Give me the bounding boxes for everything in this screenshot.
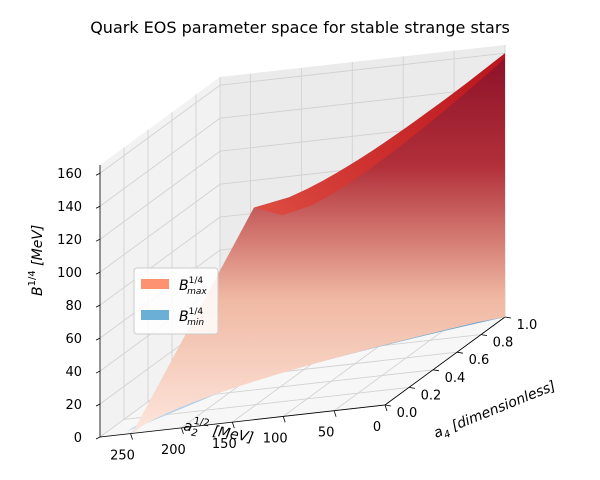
z-tick-mark xyxy=(95,271,101,275)
x-tick-mark xyxy=(181,427,184,434)
z-tick-mark xyxy=(95,304,101,308)
surfaces xyxy=(126,53,506,432)
y-tick-mark xyxy=(432,369,440,372)
x-tick-mark xyxy=(333,410,337,417)
y-tick-label: 0.0 xyxy=(397,406,418,421)
y-tick-mark xyxy=(480,334,488,336)
z-tick-label: 60 xyxy=(65,332,82,347)
y-axis-label: a4 [dimensionless] xyxy=(432,378,560,444)
x-axis-label: a21/2 [MeV] xyxy=(182,414,256,449)
y-tick-mark xyxy=(456,351,464,354)
y-tick-label: 0.6 xyxy=(469,353,490,368)
chart-title: Quark EOS parameter space for stable str… xyxy=(90,18,510,37)
z-tick-mark xyxy=(95,370,101,374)
legend-swatch xyxy=(141,279,169,289)
legend-swatch xyxy=(141,310,169,320)
x-tick-label: 150 xyxy=(212,437,237,452)
y-tick-mark xyxy=(504,316,512,319)
x-tick-label: 50 xyxy=(318,426,335,441)
legend-box xyxy=(133,267,219,335)
floor-pane xyxy=(100,317,505,437)
tick-labels: 250 200 150 100 50 0 0.00.20.40.60.81.0 0 20 40 60… xyxy=(57,167,537,463)
x-tick-mark xyxy=(130,433,133,440)
legend-label: B1/4 min xyxy=(179,307,204,328)
x-axis-line xyxy=(99,404,386,438)
x-tick-mark xyxy=(282,416,286,423)
z-tick-mark xyxy=(95,172,101,176)
z-tick-label: 160 xyxy=(57,167,82,182)
z-tick-mark xyxy=(95,403,101,407)
z-tick-mark xyxy=(95,337,101,341)
z-tick-label: 20 xyxy=(65,398,82,413)
x-tick-label: 250 xyxy=(110,449,135,464)
b-max-surface xyxy=(133,53,505,432)
z-tick-mark xyxy=(95,205,101,209)
legend-label: B1/4 max xyxy=(179,276,207,297)
z-tick-label: 140 xyxy=(57,200,82,215)
y-tick-mark xyxy=(384,404,392,407)
axis-lines xyxy=(99,165,506,438)
x-tick-label: 0 xyxy=(373,420,381,435)
x-tick-label: 100 xyxy=(263,431,288,446)
x-tick-label: 200 xyxy=(161,443,186,458)
y-axis-line xyxy=(384,316,506,406)
z-tick-mark xyxy=(95,436,101,440)
y-tick-label: 0.2 xyxy=(421,388,442,403)
z-tick-label: 40 xyxy=(65,365,82,380)
legend: B1/4 max B1/4 min xyxy=(133,267,219,335)
y-tick-label: 0.8 xyxy=(493,336,514,351)
grid-line-z xyxy=(99,85,506,207)
y-tick-label: 1.0 xyxy=(517,318,538,333)
z-tick-mark xyxy=(95,238,101,242)
z-axis-label: B1/4 [MeV] xyxy=(27,225,46,296)
y-tick-mark xyxy=(408,387,416,389)
x-tick-mark xyxy=(231,422,235,429)
grid-line-z xyxy=(99,52,506,174)
z-tick-label: 120 xyxy=(57,233,82,248)
z-tick-label: 100 xyxy=(57,266,82,281)
z-tick-label: 0 xyxy=(74,431,82,446)
z-tick-label: 80 xyxy=(65,299,82,314)
y-tick-label: 0.4 xyxy=(445,371,466,386)
x-tick-mark xyxy=(384,404,388,412)
